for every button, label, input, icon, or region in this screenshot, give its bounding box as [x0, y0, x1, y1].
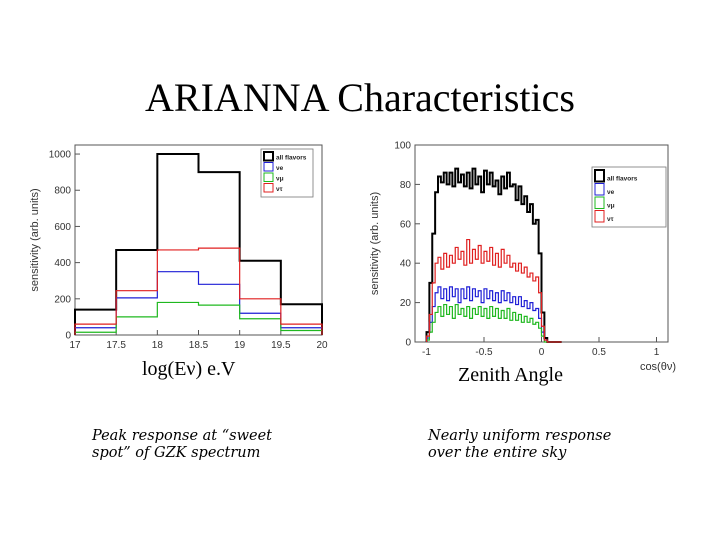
- slide-title: ARIANNA Characteristics: [145, 75, 575, 120]
- energy-xtick-label: 19: [234, 340, 246, 351]
- zenith-ylabel: sensitivity (arb. units): [369, 192, 381, 295]
- zenith-legend-label-tau: ντ: [607, 216, 614, 223]
- zenith-sensitivity-chart: 0 20 40 60 80 100 -1 -0.5 0 0.5 1 sensitivity (arb.…: [369, 141, 676, 374]
- zenith-legend-swatch-mu: [594, 196, 605, 209]
- zenith-xtick-label: 1: [654, 347, 660, 358]
- energy-axis-caption: log(Eν) e.V: [142, 358, 236, 380]
- energy-legend-swatch-tau: [263, 183, 274, 193]
- zenith-ytick-label: 20: [400, 298, 412, 309]
- energy-xtick-label: 17.5: [106, 340, 126, 351]
- zenith-ytick-label: 60: [400, 219, 412, 230]
- zenith-series-tau-line: [425, 238, 562, 343]
- energy-xtick-label: 20: [316, 340, 328, 351]
- zenith-legend-swatch-tau: [594, 210, 605, 223]
- energy-xtick-label: 18: [152, 340, 164, 351]
- peak-response-note-line1: Peak response at “sweet: [92, 428, 272, 444]
- zenith-xtick-label: 0.5: [592, 347, 606, 358]
- uniform-response-note: Nearly uniform response over the entire …: [428, 428, 611, 462]
- energy-xtick-label: 19.5: [271, 340, 291, 351]
- energy-ytick-label: 1000: [49, 150, 72, 161]
- energy-ytick-label: 200: [54, 294, 71, 305]
- energy-xtick-label: 18.5: [189, 340, 209, 351]
- zenith-ytick-label: 80: [400, 180, 412, 191]
- energy-ytick-label: 600: [54, 222, 71, 233]
- energy-legend-label-all: all flavors: [276, 155, 307, 162]
- zenith-legend-swatch-all: [594, 169, 605, 183]
- zenith-legend-swatch-e: [594, 183, 605, 196]
- zenith-legend-label-all: all flavors: [607, 176, 638, 183]
- zenith-xtick-label: -0.5: [475, 347, 493, 358]
- energy-ytick-label: 800: [54, 186, 71, 197]
- peak-response-note-line2: spot” of GZK spectrum: [92, 445, 261, 461]
- zenith-axis-caption: Zenith Angle: [458, 364, 563, 386]
- energy-legend-label-mu: νμ: [276, 176, 284, 183]
- energy-legend-swatch-all: [263, 151, 274, 162]
- energy-ylabel: sensitivity (arb. units): [29, 188, 41, 291]
- energy-series-mu-line: [74, 301, 323, 335]
- uniform-response-note-line1: Nearly uniform response: [428, 428, 612, 444]
- energy-legend-label-tau: ντ: [276, 186, 283, 193]
- energy-sensitivity-chart: 0 200 400 600 800 1000 17 17.5 18 18.5 19 19.5 20 sen…: [29, 144, 328, 351]
- energy-legend-swatch-e: [263, 162, 274, 172]
- zenith-legend-label-mu: νμ: [607, 203, 615, 210]
- zenith-series-all-line: [425, 167, 562, 343]
- zenith-legend-label-e: νe: [607, 189, 615, 196]
- zenith-series-mu-line: [425, 303, 562, 343]
- energy-ytick-label: 400: [54, 258, 71, 269]
- energy-series-tau-line: [74, 247, 323, 335]
- zenith-xtick-label: 0: [539, 347, 545, 358]
- zenith-xtick-label: -1: [422, 347, 431, 358]
- zenith-ytick-label: 40: [400, 259, 412, 270]
- uniform-response-note-line2: over the entire sky: [428, 445, 567, 461]
- energy-legend-swatch-mu: [263, 172, 274, 182]
- peak-response-note: Peak response at “sweet spot” of GZK spe…: [92, 428, 272, 462]
- energy-ytick-label: 0: [65, 331, 71, 342]
- zenith-ytick-label: 100: [394, 141, 411, 152]
- zenith-ytick-label: 0: [405, 338, 411, 349]
- zenith-xlabel: cos(θν): [640, 361, 676, 373]
- energy-legend-label-e: νe: [276, 165, 284, 172]
- zenith-series-e-line: [425, 286, 562, 343]
- energy-xtick-label: 17: [69, 340, 81, 351]
